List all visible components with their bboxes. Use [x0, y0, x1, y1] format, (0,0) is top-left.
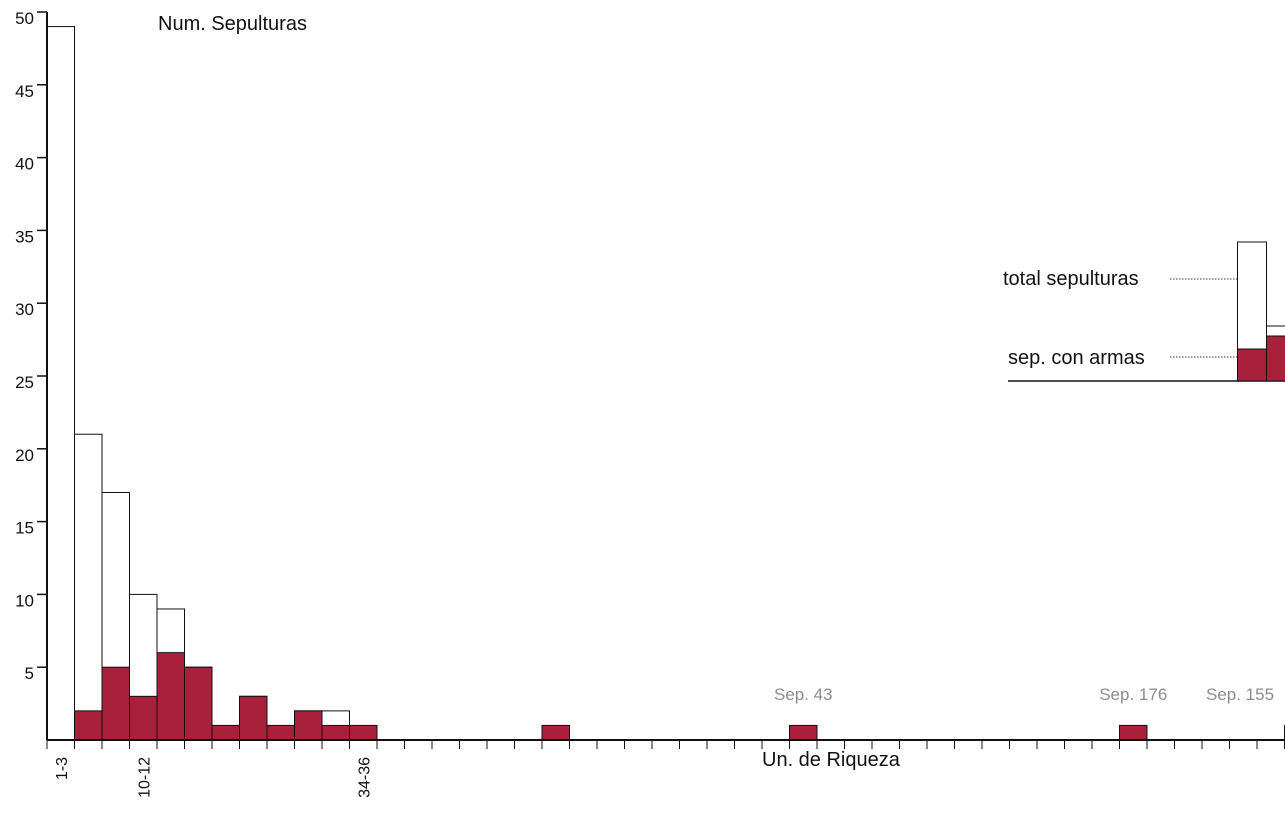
bar-con-armas: [184, 666, 213, 741]
bar-con-armas: [156, 652, 185, 741]
y-tick-label: 5: [25, 664, 34, 683]
y-tick-label: 50: [15, 9, 34, 28]
x-tick-label: 1-3: [54, 757, 71, 780]
y-tick-label: 15: [15, 519, 34, 538]
bar-annotation-label: Sep. 176: [1099, 685, 1167, 704]
legend-label-total: total sepulturas: [1003, 268, 1139, 290]
y-tick-label: 35: [15, 227, 34, 246]
y-axis-title: Num. Sepulturas: [158, 13, 307, 35]
y-tick-label: 30: [15, 300, 34, 319]
y-tick-label: 25: [15, 373, 34, 392]
bar-con-armas: [541, 724, 570, 741]
y-tick-label: 10: [15, 591, 34, 610]
histogram-bars: [46, 26, 1285, 741]
y-tick-label: 45: [15, 82, 34, 101]
x-axis-title: Un. de Riqueza: [762, 749, 901, 771]
bar-con-armas: [789, 724, 818, 741]
bar-annotation-label: Sep. 155: [1206, 685, 1274, 704]
bar-con-armas: [239, 695, 268, 741]
bar-con-armas: [349, 724, 378, 741]
bar-total: [46, 26, 75, 741]
bar-annotations: Sep. 43 Sep. 176 Sep. 155: [774, 685, 1274, 704]
bar-con-armas: [266, 724, 295, 741]
chart-axes: [46, 12, 1285, 741]
bar-con-armas: [101, 666, 130, 741]
x-tick-label: 10-12: [136, 757, 153, 798]
bar-con-armas: [129, 695, 158, 741]
chart-legend: total sepulturas sep. con armas: [1003, 241, 1285, 382]
bar-con-armas: [211, 724, 240, 741]
legend-label-armas: sep. con armas: [1008, 347, 1145, 369]
bar-annotation-label: Sep. 43: [774, 685, 833, 704]
bar-con-armas: [1119, 724, 1148, 741]
bar-total: [74, 433, 103, 741]
legend-swatch-armas-bar: [1237, 348, 1267, 382]
y-tick-label: 40: [15, 155, 34, 174]
bar-con-armas: [294, 710, 323, 741]
x-tick-label: 34-36: [356, 757, 373, 798]
bar-con-armas: [74, 710, 103, 741]
bar-con-armas: [321, 724, 350, 741]
y-tick-label: 20: [15, 446, 34, 465]
legend-swatch-armas-bar-2: [1266, 335, 1285, 382]
